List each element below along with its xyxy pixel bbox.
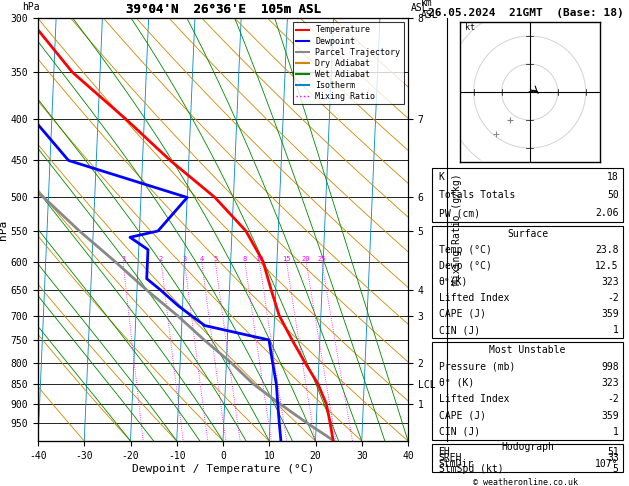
Text: 323: 323: [601, 378, 619, 388]
Text: 26.05.2024  21GMT  (Base: 18): 26.05.2024 21GMT (Base: 18): [428, 8, 623, 18]
Text: Dewp (°C): Dewp (°C): [438, 261, 491, 271]
Text: km
ASL: km ASL: [411, 0, 429, 13]
Text: 12.5: 12.5: [595, 261, 619, 271]
Text: CIN (J): CIN (J): [438, 325, 480, 335]
Text: Surface: Surface: [507, 229, 548, 239]
Text: 359: 359: [601, 411, 619, 420]
Text: 5: 5: [213, 256, 218, 261]
Text: Totals Totals: Totals Totals: [438, 190, 515, 200]
Text: 5: 5: [613, 464, 619, 474]
Text: Lifted Index: Lifted Index: [438, 394, 509, 404]
Text: 998: 998: [601, 362, 619, 371]
Text: 323: 323: [601, 277, 619, 287]
Text: 107°: 107°: [595, 459, 619, 469]
X-axis label: Dewpoint / Temperature (°C): Dewpoint / Temperature (°C): [132, 464, 314, 473]
Text: 1: 1: [121, 256, 125, 261]
Text: 10: 10: [255, 256, 264, 261]
Text: Lifted Index: Lifted Index: [438, 293, 509, 303]
Text: StmSpd (kt): StmSpd (kt): [438, 464, 503, 474]
Text: K: K: [438, 172, 445, 182]
Y-axis label: hPa: hPa: [0, 219, 8, 240]
Text: 51: 51: [607, 448, 619, 457]
Text: 20: 20: [302, 256, 310, 261]
Text: CAPE (J): CAPE (J): [438, 309, 486, 319]
Text: CIN (J): CIN (J): [438, 427, 480, 437]
Text: Hodograph: Hodograph: [501, 442, 554, 452]
FancyBboxPatch shape: [432, 226, 623, 338]
Text: StmDir: StmDir: [438, 459, 474, 469]
Text: θᵉ(K): θᵉ(K): [438, 277, 468, 287]
Text: EH: EH: [438, 448, 450, 457]
Text: © weatheronline.co.uk: © weatheronline.co.uk: [473, 478, 578, 486]
Text: -2: -2: [607, 394, 619, 404]
FancyBboxPatch shape: [432, 168, 623, 222]
Legend: Temperature, Dewpoint, Parcel Trajectory, Dry Adiabat, Wet Adiabat, Isotherm, Mi: Temperature, Dewpoint, Parcel Trajectory…: [293, 22, 404, 104]
Text: 2.06: 2.06: [595, 208, 619, 218]
Text: 33: 33: [607, 453, 619, 463]
Text: 4: 4: [199, 256, 204, 261]
Text: 18: 18: [607, 172, 619, 182]
Text: 1: 1: [613, 427, 619, 437]
Text: θᵉ (K): θᵉ (K): [438, 378, 474, 388]
FancyBboxPatch shape: [432, 444, 623, 472]
Text: CAPE (J): CAPE (J): [438, 411, 486, 420]
Text: 39°04'N  26°36'E  105m ASL: 39°04'N 26°36'E 105m ASL: [126, 2, 321, 16]
Text: 25: 25: [318, 256, 326, 261]
Text: 15: 15: [282, 256, 291, 261]
Text: 2: 2: [159, 256, 163, 261]
Y-axis label: Mixing Ratio (g/kg): Mixing Ratio (g/kg): [452, 174, 462, 285]
FancyBboxPatch shape: [432, 342, 623, 440]
Text: 1: 1: [613, 325, 619, 335]
Text: SREH: SREH: [438, 453, 462, 463]
Text: 3: 3: [182, 256, 187, 261]
Text: 39°04'N  26°36'E  105m ASL: 39°04'N 26°36'E 105m ASL: [126, 2, 321, 16]
Text: hPa: hPa: [22, 1, 40, 12]
Text: Pressure (mb): Pressure (mb): [438, 362, 515, 371]
Text: km
ASL: km ASL: [421, 0, 438, 20]
Text: 8: 8: [243, 256, 247, 261]
Text: 359: 359: [601, 309, 619, 319]
Text: 50: 50: [607, 190, 619, 200]
Text: PW (cm): PW (cm): [438, 208, 480, 218]
Text: Temp (°C): Temp (°C): [438, 245, 491, 255]
Text: 23.8: 23.8: [595, 245, 619, 255]
Text: -2: -2: [607, 293, 619, 303]
Text: Most Unstable: Most Unstable: [489, 345, 565, 355]
